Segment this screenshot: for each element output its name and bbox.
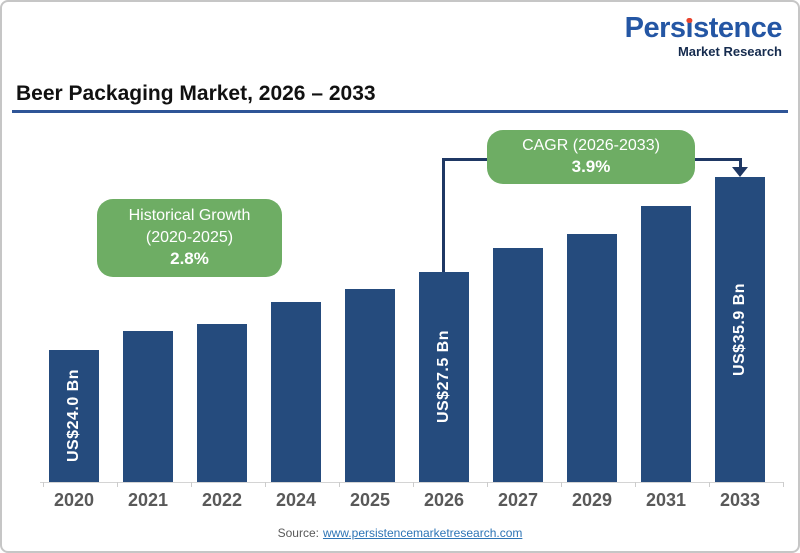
bar-2025 (345, 289, 395, 482)
axis-tick (43, 482, 44, 487)
axis-tick (561, 482, 562, 487)
source-prefix: Source: (277, 526, 319, 540)
bar-value-label: US$35.9 Bn (731, 282, 748, 377)
bar-2031 (641, 206, 691, 482)
source-link[interactable]: www.persistencemarketresearch.com (322, 526, 523, 540)
cagr-connector-right-vertical (739, 158, 742, 168)
x-axis-label: 2033 (719, 490, 761, 510)
x-axis-label: 2027 (497, 490, 539, 510)
title-underline (12, 110, 788, 113)
cagr-label: CAGR (2026-2033) (522, 136, 660, 154)
bar-value-label: US$24.0 Bn (65, 369, 82, 463)
brand-logo: Persı stence Market Research (624, 12, 783, 59)
axis-tick (783, 482, 784, 487)
cagr-connector-right-horizontal (694, 158, 741, 161)
axis-tick (635, 482, 636, 487)
x-axis-label: 2022 (201, 490, 243, 510)
axis-tick (339, 482, 340, 487)
historical-growth-label: Historical Growth (128, 206, 251, 224)
axis-tick (117, 482, 118, 487)
bar-2024 (271, 302, 321, 482)
bar-2021 (123, 331, 173, 482)
axis-tick (413, 482, 414, 487)
bar-2029 (567, 234, 617, 482)
bar-2027 (493, 248, 543, 482)
x-axis-label: 2026 (423, 490, 465, 510)
historical-growth-callout: Historical Growth (2020-2025) 2.8% (97, 199, 282, 277)
axis-tick (191, 482, 192, 487)
logo-red-dot-icon (686, 17, 692, 23)
chart-title: Beer Packaging Market, 2026 – 2033 (16, 82, 376, 105)
bar-2022 (197, 324, 247, 482)
logo-red-dot-i: ı (685, 12, 694, 44)
logo-wordmark: Persı stence (624, 12, 783, 44)
x-axis-line (40, 482, 784, 483)
bar-value-label: US$27.5 Bn (435, 330, 452, 424)
cagr-value: 3.9% (571, 157, 611, 177)
axis-tick (487, 482, 488, 487)
axis-tick (265, 482, 266, 487)
x-axis-label: 2024 (275, 490, 317, 510)
cagr-connector-left-vertical (442, 158, 445, 272)
x-axis-label: 2025 (349, 490, 391, 510)
axis-tick (709, 482, 710, 487)
source-line: Source: www.persistencemarketresearch.com (2, 526, 798, 540)
cagr-connector-left-horizontal (442, 158, 488, 161)
historical-growth-value: 2.8% (170, 249, 209, 269)
x-axis-label: 2029 (571, 490, 613, 510)
bar-2033: US$35.9 Bn (715, 177, 765, 482)
x-axis-label: 2021 (127, 490, 169, 510)
cagr-arrow-down-icon (732, 167, 748, 177)
x-axis-label: 2031 (645, 490, 687, 510)
bar-2026: US$27.5 Bn (419, 272, 469, 482)
cagr-callout: CAGR (2026-2033) 3.9% (487, 130, 695, 184)
logo-subtitle: Market Research (677, 44, 782, 59)
bar-2020: US$24.0 Bn (49, 350, 99, 482)
historical-growth-period: (2020-2025) (145, 228, 234, 246)
x-axis-label: 2020 (53, 490, 95, 510)
